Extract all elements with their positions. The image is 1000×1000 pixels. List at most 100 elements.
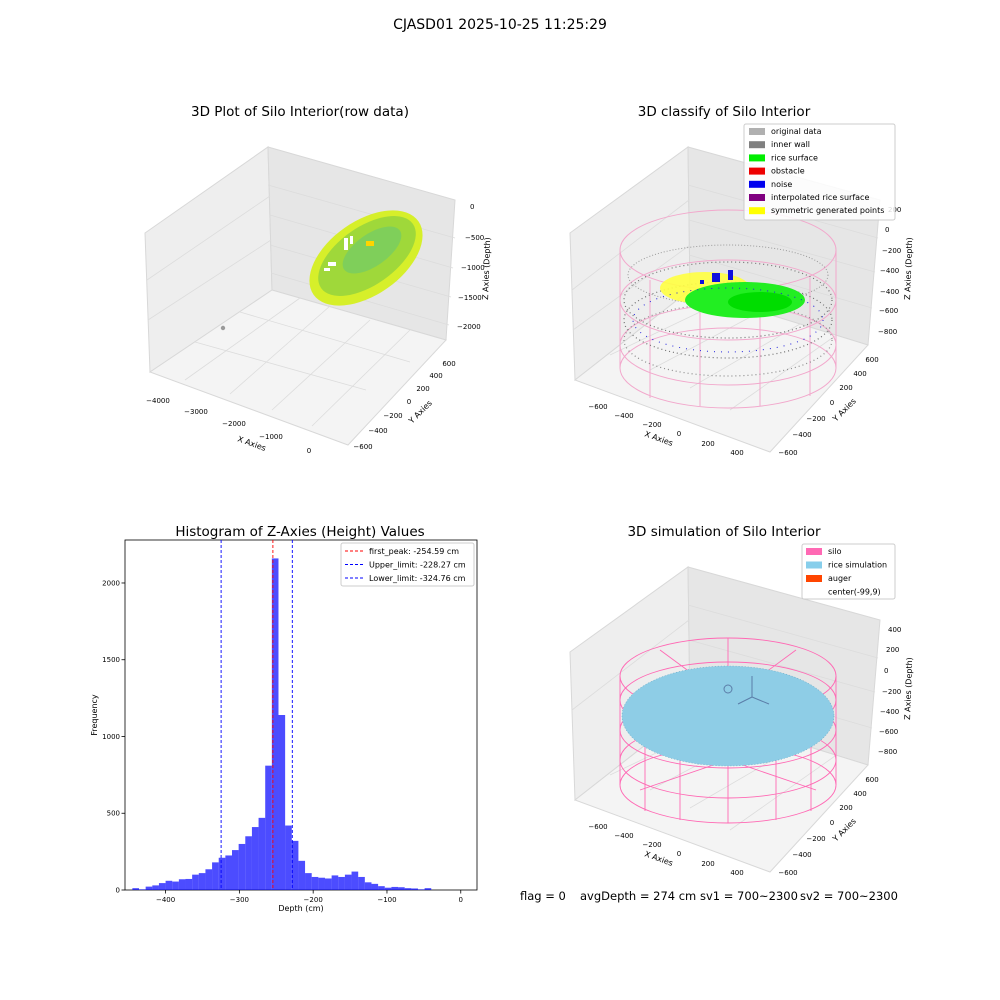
- classify-x-tick: −600: [588, 403, 607, 411]
- classify-silo-wireframe: [619, 209, 837, 409]
- classify-legend-box: [743, 123, 896, 221]
- classify-x-tick: −200: [642, 421, 661, 429]
- raw-z-tick: −1500: [458, 294, 482, 302]
- histogram-legend-label: Upper_limit: -228.27 cm: [369, 561, 466, 570]
- sim-z-tick: 400: [888, 626, 901, 634]
- classify-y-tick: 0: [830, 399, 834, 407]
- histogram-x-tick-label: −100: [377, 896, 396, 904]
- sim-y-tick: 0: [830, 819, 834, 827]
- classify-plot-title: 3D classify of Silo Interior: [637, 104, 811, 120]
- sim-x-tick: 400: [730, 869, 743, 877]
- classify-x-tick: 200: [701, 440, 714, 448]
- histogram-bar: [344, 874, 352, 890]
- histogram-y-tick-label: 500: [107, 810, 120, 818]
- sim-rice-disk: [622, 666, 834, 766]
- sim-z-tick: −600: [879, 728, 898, 736]
- sim-y-tick: −400: [792, 851, 811, 859]
- status-sv2: sv2 = 700~2300: [800, 889, 898, 903]
- status-sv1: sv1 = 700~2300: [700, 889, 798, 903]
- raw-z-ticks: 0 −500 −1000 −1500 −2000: [457, 203, 485, 331]
- classify-legend-swatch: [749, 141, 765, 149]
- sim-auger-shaft: [737, 696, 753, 705]
- histogram-bar: [198, 873, 206, 890]
- histogram-bar: [232, 850, 239, 890]
- histogram-bar: [338, 876, 345, 890]
- histogram-x-tick-label: −300: [230, 896, 249, 904]
- histogram-bar: [424, 888, 432, 890]
- raw-y-ticks: −600 −400 −200 0 200 400 600: [353, 360, 455, 451]
- histogram-x-tick-label: −200: [304, 896, 323, 904]
- histogram-legend-label: Lower_limit: -324.76 cm: [369, 574, 466, 583]
- classify-y-ticks: −600 −400 −200 0 200 400 600: [778, 356, 878, 457]
- classify-z-tick: −400: [880, 288, 899, 296]
- histogram-bar: [364, 882, 372, 890]
- raw-hole: [328, 262, 336, 266]
- classify-x-tick: 0: [677, 430, 681, 438]
- raw-y-tick: −200: [383, 412, 402, 420]
- classify-legend-label: rice surface: [771, 153, 818, 162]
- histogram-legend-label: first_peak: -254.59 cm: [369, 547, 459, 556]
- sim-z-label: Z Axies (Depth): [903, 657, 914, 720]
- histogram-bar: [165, 880, 173, 890]
- histogram-title: Histogram of Z-Axies (Height) Values: [175, 524, 425, 540]
- histogram-bar: [218, 857, 226, 890]
- classify-z-tick: −600: [879, 307, 898, 315]
- classify-y-tick: 200: [839, 384, 852, 392]
- classify-rice-surface-core: [728, 292, 792, 312]
- raw-y-tick: 600: [442, 360, 455, 368]
- histogram-bar: [411, 888, 418, 890]
- classify-legend-swatch: [749, 167, 765, 175]
- sim-z-tick: −800: [878, 748, 897, 756]
- histogram-bar: [285, 825, 292, 890]
- histogram-bar: [417, 889, 425, 890]
- classify-x-ticks: −600 −400 −200 0 200 400: [588, 403, 743, 457]
- classify-legend-label: inner wall: [771, 140, 810, 149]
- histogram-x-label: Depth (cm): [278, 904, 323, 913]
- sim-legend-swatch: [806, 561, 822, 569]
- classify-legend-swatch: [749, 194, 765, 201]
- histogram-bars: [132, 558, 432, 890]
- histogram-legend-box: [340, 542, 475, 587]
- raw-outlier-point: [220, 325, 226, 331]
- histogram-bar: [192, 874, 199, 890]
- histogram-bar: [305, 873, 312, 890]
- sim-y-tick: −600: [778, 869, 797, 877]
- sim-auger-marker: [723, 684, 733, 694]
- histogram-bar: [324, 878, 332, 890]
- classify-wall-ring: [627, 244, 829, 306]
- classify-noise-cluster: [728, 270, 733, 280]
- figure-suptitle: CJASD01 2025-10-25 11:25:29: [393, 17, 607, 33]
- classify-legend: original data inner wall rice surface obsta…: [743, 123, 896, 221]
- sim-z-tick: −400: [880, 708, 899, 716]
- histogram-bar: [245, 836, 252, 890]
- raw-hole: [324, 268, 330, 271]
- histogram-bar: [139, 889, 146, 890]
- sim-x-tick: −600: [588, 823, 607, 831]
- classify-floor-pane: [573, 289, 869, 453]
- sim-legend-swatch: [806, 575, 822, 582]
- histogram-bar: [258, 817, 266, 890]
- histogram-axes-frame: [124, 539, 478, 891]
- sim-y-tick: −200: [806, 835, 825, 843]
- raw-plot-title: 3D Plot of Silo Interior(row data): [191, 104, 409, 120]
- histogram-bar: [172, 881, 179, 890]
- raw-obstacle: [366, 241, 374, 246]
- histogram-bar: [251, 827, 259, 890]
- raw-hole: [344, 238, 348, 250]
- classify-legend-label: symmetric generated points: [771, 206, 884, 215]
- sim-auger-shaft: [751, 696, 770, 705]
- raw-z-tick: −500: [465, 234, 484, 242]
- histogram-bar: [212, 862, 219, 890]
- raw-y-tick: −600: [353, 443, 372, 451]
- histogram-y-tick-label: 1500: [102, 656, 120, 664]
- sim-y-label: Y Axies: [830, 817, 858, 845]
- histogram-y-tick-label: 2000: [102, 579, 120, 587]
- raw-z-tick: −2000: [457, 323, 481, 331]
- histogram-bar: [158, 883, 166, 890]
- raw-y-tick: −400: [368, 427, 387, 435]
- histogram-bar: [185, 878, 193, 890]
